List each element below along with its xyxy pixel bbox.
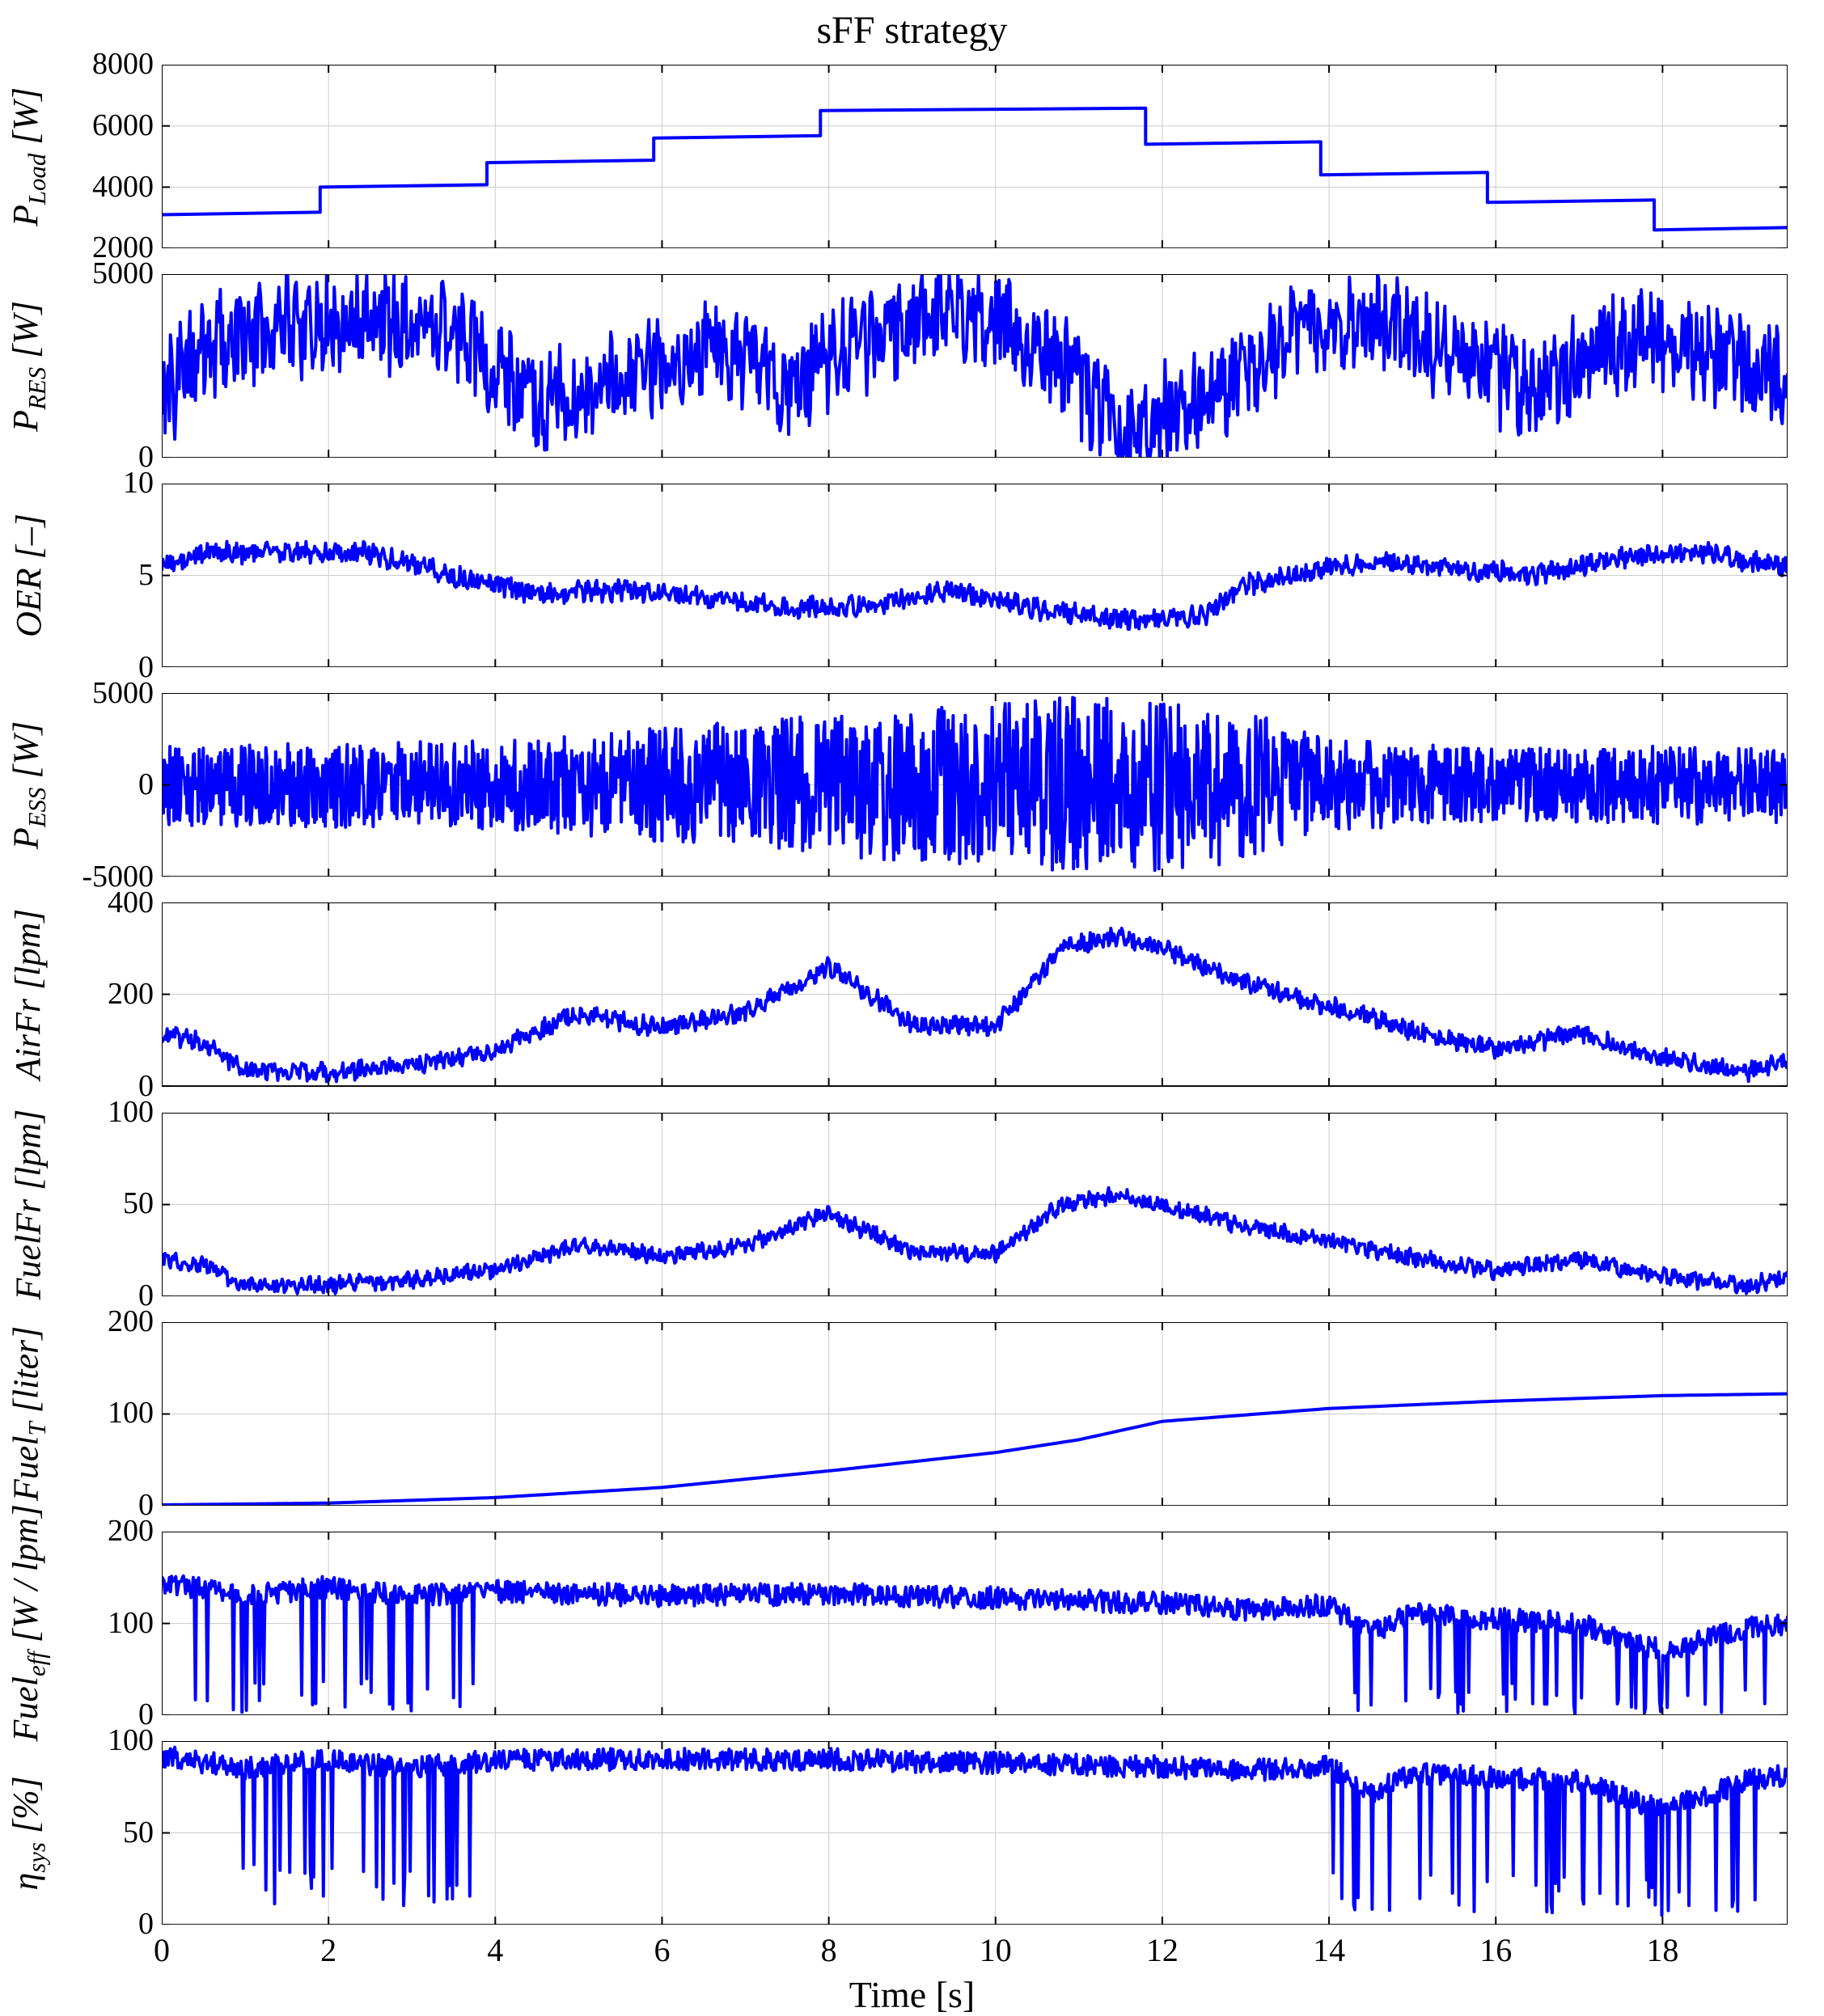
subplot-5 — [162, 1113, 1788, 1296]
y-axis-label: PLoad [W] — [0, 65, 57, 248]
subplot-8 — [162, 1741, 1788, 1925]
subplot-svg — [162, 65, 1788, 248]
data-line — [162, 698, 1788, 871]
y-axis-label: PESS [W] — [0, 693, 57, 877]
ytick-label: 0 — [138, 767, 154, 802]
ytick-label: 4000 — [92, 169, 154, 205]
ytick-label: 50 — [123, 1815, 154, 1850]
xtick-label: 18 — [1646, 1931, 1678, 1969]
ytick-label: 100 — [108, 1094, 154, 1130]
xtick-label: 12 — [1146, 1931, 1179, 1969]
ytick-label: 200 — [108, 1304, 154, 1339]
data-line — [162, 274, 1788, 458]
data-line — [162, 1187, 1788, 1293]
y-axis-label: Fueleff [W / lpm] — [0, 1532, 57, 1715]
data-line — [162, 1748, 1788, 1916]
subplot-7 — [162, 1532, 1788, 1715]
data-line — [162, 108, 1788, 230]
subplot-0 — [162, 65, 1788, 248]
xtick-label: 2 — [312, 1931, 345, 1969]
x-axis-label: Time [s] — [0, 1973, 1824, 2016]
ytick-label: 5000 — [92, 675, 154, 711]
ytick-label: 8000 — [92, 46, 154, 82]
xtick-label: 6 — [645, 1931, 678, 1969]
y-axis-label: AirFr [lpm] — [0, 902, 57, 1086]
y-axis-label: ηsys [%] — [0, 1741, 57, 1925]
ytick-label: 100 — [108, 1395, 154, 1431]
ytick-label: 200 — [108, 976, 154, 1012]
subplot-4 — [162, 902, 1788, 1086]
subplot-svg — [162, 274, 1788, 458]
subplot-svg — [162, 1322, 1788, 1506]
ytick-label: 50 — [123, 1186, 154, 1221]
ytick-label: 100 — [108, 1605, 154, 1641]
data-line — [162, 542, 1788, 629]
ytick-label: 100 — [108, 1722, 154, 1758]
ytick-label: 400 — [108, 885, 154, 920]
figure-container: sFF strategy Time [s] 2000400060008000PL… — [0, 0, 1824, 2009]
y-axis-label: PRES [W] — [0, 274, 57, 458]
subplot-6 — [162, 1322, 1788, 1506]
subplot-svg — [162, 693, 1788, 877]
y-axis-label: FuelT [liter] — [0, 1322, 57, 1506]
ytick-label: 6000 — [92, 108, 154, 143]
subplot-2 — [162, 484, 1788, 667]
subplot-1 — [162, 274, 1788, 458]
y-axis-label: OER [–] — [0, 484, 57, 667]
data-line — [162, 928, 1788, 1082]
ytick-label: 10 — [123, 465, 154, 501]
xtick-label: 4 — [479, 1931, 511, 1969]
xtick-label: 16 — [1479, 1931, 1512, 1969]
xtick-label: 8 — [813, 1931, 845, 1969]
y-axis-label: FuelFr [lpm] — [0, 1113, 57, 1296]
subplot-svg — [162, 484, 1788, 667]
data-line — [162, 1393, 1788, 1504]
data-line — [162, 1576, 1788, 1714]
subplot-svg — [162, 1113, 1788, 1296]
subplot-3 — [162, 693, 1788, 877]
figure-title: sFF strategy — [0, 8, 1824, 53]
xtick-label: 10 — [980, 1931, 1012, 1969]
xtick-label: 14 — [1313, 1931, 1345, 1969]
ytick-label: 5 — [138, 557, 154, 593]
xtick-label: 0 — [146, 1931, 178, 1969]
subplot-svg — [162, 1741, 1788, 1925]
subplot-svg — [162, 902, 1788, 1086]
subplot-svg — [162, 1532, 1788, 1715]
ytick-label: 5000 — [92, 256, 154, 291]
ytick-label: 200 — [108, 1513, 154, 1549]
